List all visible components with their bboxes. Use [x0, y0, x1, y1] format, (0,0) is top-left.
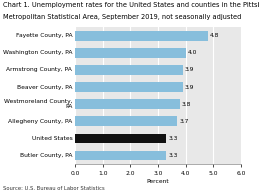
X-axis label: Percent: Percent [147, 179, 169, 184]
Bar [75, 82, 183, 92]
Bar [75, 65, 183, 75]
Bar [75, 134, 166, 143]
Bar [75, 116, 177, 126]
Bar [75, 151, 166, 160]
Bar [75, 99, 180, 109]
Text: Source: U.S. Bureau of Labor Statistics: Source: U.S. Bureau of Labor Statistics [3, 186, 104, 191]
Text: Metropolitan Statistical Area, September 2019, not seasonally adjusted: Metropolitan Statistical Area, September… [3, 14, 241, 20]
Text: 3.8: 3.8 [182, 102, 191, 107]
Bar [75, 48, 186, 58]
Text: 4.8: 4.8 [210, 33, 219, 38]
Text: Chart 1. Unemployment rates for the United States and counties in the Pittsburgh: Chart 1. Unemployment rates for the Unit… [3, 2, 259, 8]
Text: 3.3: 3.3 [168, 153, 178, 158]
Text: 3.9: 3.9 [185, 84, 194, 90]
Text: 3.3: 3.3 [168, 136, 178, 141]
Bar [75, 31, 208, 41]
Text: 3.9: 3.9 [185, 67, 194, 73]
Text: 3.7: 3.7 [179, 119, 189, 124]
Text: 4.0: 4.0 [188, 50, 197, 55]
